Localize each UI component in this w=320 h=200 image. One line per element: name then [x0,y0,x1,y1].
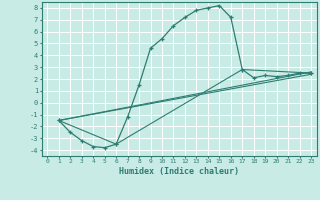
X-axis label: Humidex (Indice chaleur): Humidex (Indice chaleur) [119,167,239,176]
